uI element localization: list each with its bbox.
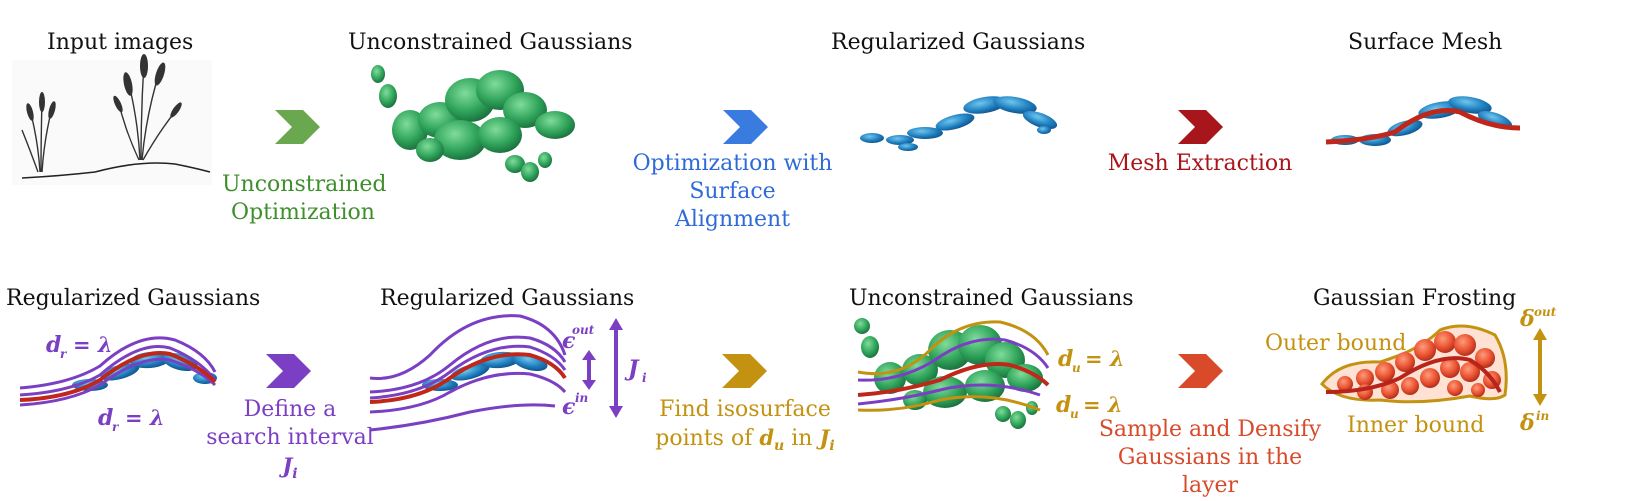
outer-bound-label: Outer bound — [1265, 331, 1407, 356]
du-labels: d u = λ d u = λ — [1056, 346, 1125, 421]
regularized-panel-1 — [19, 336, 217, 407]
title-unconstrained-gaussians-2: Unconstrained Gaussians — [849, 286, 1134, 311]
arrow-blue-icon — [723, 110, 768, 144]
arrow-orange-icon — [1178, 354, 1223, 388]
svg-text:r: r — [112, 420, 120, 434]
dr-label-top: d r = λ — [46, 332, 113, 361]
inner-bound-label: Inner bound — [1347, 413, 1485, 438]
svg-text:d: d — [98, 405, 113, 431]
step-optimization-surface-alignment: Optimization with Surface Alignment — [632, 151, 833, 232]
step-define-search-interval: Define a search interval Ji — [206, 397, 374, 483]
arrow-purple-icon — [266, 354, 311, 388]
unconstrained-gaussians-blob — [371, 65, 575, 182]
svg-text:= λ: = λ — [73, 332, 113, 357]
svg-text:d: d — [1056, 392, 1071, 418]
svg-text:δ: δ — [1519, 410, 1535, 436]
delta-labels: δ out δ in — [1519, 305, 1557, 436]
title-unconstrained-gaussians: Unconstrained Gaussians — [348, 30, 633, 55]
svg-text:ϵ: ϵ — [562, 394, 576, 420]
svg-text:u: u — [1070, 407, 1079, 421]
title-regularized-gaussians-1: Regularized Gaussians — [6, 286, 261, 311]
regularized-gaussians-top — [860, 96, 1058, 151]
step-sample-densify: Sample and Densify Gaussians in the laye… — [1098, 417, 1322, 498]
svg-text:u: u — [1072, 361, 1081, 375]
title-input-images: Input images — [47, 30, 194, 55]
svg-text:ϵ: ϵ — [562, 328, 576, 354]
svg-text:r: r — [60, 347, 68, 361]
title-regularized-gaussians: Regularized Gaussians — [831, 30, 1086, 55]
arrow-green-icon — [275, 110, 320, 144]
svg-text:out: out — [1534, 305, 1557, 319]
isosurface-panel — [854, 318, 1050, 429]
svg-text:= λ: = λ — [125, 405, 165, 430]
svg-text:δ: δ — [1519, 306, 1535, 332]
frosting-panel — [1320, 324, 1547, 406]
svg-text:d: d — [1058, 346, 1073, 372]
dr-label-bottom: d r = λ — [98, 405, 165, 434]
title-regularized-gaussians-2: Regularized Gaussians — [380, 286, 635, 311]
svg-text:J: J — [624, 356, 640, 382]
step-unconstrained-optimization: Unconstrained Optimization — [222, 172, 387, 225]
svg-text:in: in — [1536, 409, 1549, 423]
svg-text:i: i — [642, 371, 647, 385]
surface-mesh-top — [1325, 96, 1521, 146]
search-interval-panel — [369, 314, 623, 432]
step-mesh-extraction: Mesh Extraction — [1107, 151, 1293, 176]
epsilon-labels: ϵ out ϵ in J i — [562, 323, 647, 420]
svg-text:out: out — [572, 323, 595, 337]
title-surface-mesh: Surface Mesh — [1348, 30, 1503, 55]
arrow-darkred-icon — [1178, 110, 1223, 144]
input-plant-images — [12, 54, 212, 185]
svg-text:= λ: = λ — [1085, 346, 1125, 371]
svg-text:in: in — [575, 391, 588, 405]
step-find-isosurface-points: Find isosurface points of du in Ji — [655, 397, 835, 455]
svg-text:d: d — [46, 332, 61, 358]
svg-text:= λ: = λ — [1083, 392, 1123, 417]
title-gaussian-frosting: Gaussian Frosting — [1313, 286, 1517, 311]
arrow-gold-icon — [722, 354, 767, 388]
